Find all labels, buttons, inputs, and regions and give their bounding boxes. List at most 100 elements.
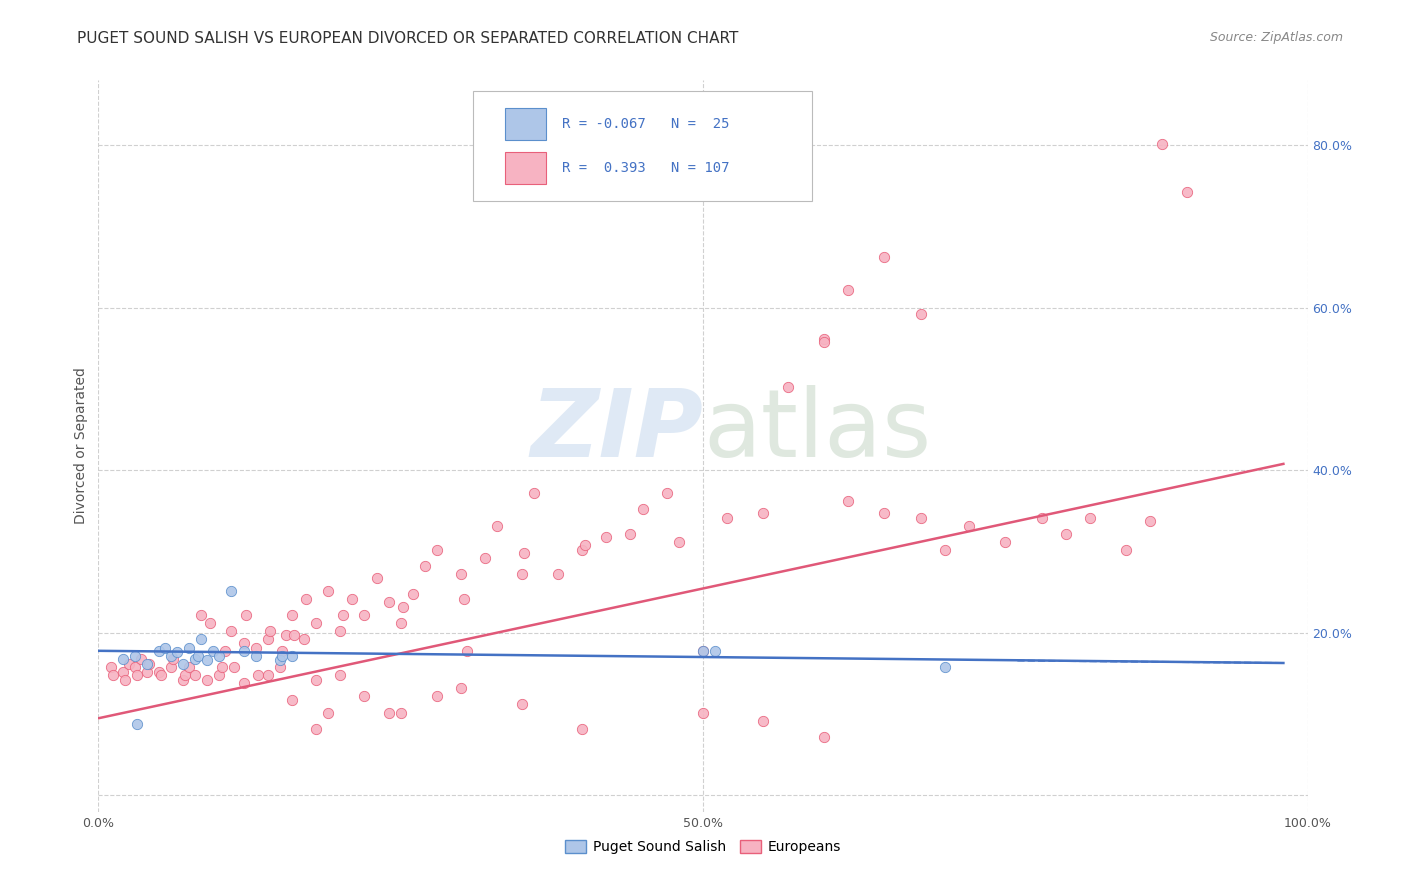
Point xyxy=(271,644,294,658)
Point xyxy=(232,676,254,690)
Point xyxy=(752,506,775,520)
Point xyxy=(208,668,231,682)
Point xyxy=(150,668,173,682)
Point xyxy=(232,644,254,658)
Point xyxy=(342,591,364,606)
Point xyxy=(190,632,212,647)
Point xyxy=(332,608,354,623)
Point xyxy=(450,567,472,582)
Point xyxy=(281,608,304,623)
Point xyxy=(100,660,122,674)
Point xyxy=(1139,514,1161,528)
Text: ZIP: ZIP xyxy=(530,385,703,477)
Point xyxy=(474,551,496,566)
Point xyxy=(256,668,278,682)
Point xyxy=(271,648,294,663)
Point xyxy=(187,648,209,663)
Point xyxy=(873,251,896,265)
Point xyxy=(281,692,304,706)
Point xyxy=(195,653,218,667)
Point xyxy=(111,652,134,666)
Text: atlas: atlas xyxy=(703,385,931,477)
Point xyxy=(174,668,197,682)
Point xyxy=(392,599,415,614)
Text: Source: ZipAtlas.com: Source: ZipAtlas.com xyxy=(1209,31,1343,45)
Point xyxy=(631,502,654,516)
Point xyxy=(184,652,207,666)
Point xyxy=(486,518,509,533)
Point xyxy=(124,660,146,674)
FancyBboxPatch shape xyxy=(505,152,546,184)
Point xyxy=(668,535,690,549)
Point xyxy=(453,591,475,606)
Point xyxy=(138,657,160,671)
Point xyxy=(256,632,278,647)
FancyBboxPatch shape xyxy=(474,91,811,201)
Point xyxy=(426,690,449,704)
Point xyxy=(450,681,472,696)
Point xyxy=(1031,510,1053,524)
Point xyxy=(571,543,593,558)
Point xyxy=(595,530,617,544)
Point xyxy=(1078,510,1101,524)
Point xyxy=(329,668,352,682)
Point xyxy=(704,644,727,658)
Point xyxy=(281,648,304,663)
Point xyxy=(148,644,170,658)
Point xyxy=(1054,526,1077,541)
Point xyxy=(305,616,328,631)
Point xyxy=(160,648,183,663)
Point xyxy=(456,644,478,658)
Point xyxy=(235,608,257,623)
Point xyxy=(305,722,328,736)
Point xyxy=(1115,543,1137,558)
Point xyxy=(292,632,315,647)
Point xyxy=(813,730,835,744)
Point xyxy=(413,559,436,574)
Text: PUGET SOUND SALISH VS EUROPEAN DIVORCED OR SEPARATED CORRELATION CHART: PUGET SOUND SALISH VS EUROPEAN DIVORCED … xyxy=(77,31,738,46)
Point xyxy=(389,616,412,631)
Point xyxy=(316,583,339,598)
Point xyxy=(179,660,201,674)
Point xyxy=(366,571,388,585)
Text: R =  0.393   N = 107: R = 0.393 N = 107 xyxy=(561,161,730,175)
Point xyxy=(813,334,835,349)
Point xyxy=(127,668,149,682)
Point xyxy=(813,332,835,346)
Point xyxy=(274,627,297,641)
Point xyxy=(172,657,194,671)
Point xyxy=(1152,136,1174,151)
Point xyxy=(172,673,194,687)
Point xyxy=(1175,186,1198,200)
Point xyxy=(295,591,318,606)
Point xyxy=(776,380,799,394)
Point xyxy=(269,660,291,674)
Point xyxy=(114,673,136,687)
Point xyxy=(166,645,188,659)
Point xyxy=(619,526,641,541)
Point xyxy=(837,283,859,297)
Point xyxy=(692,706,714,720)
Point xyxy=(101,668,124,682)
Point xyxy=(873,506,896,520)
Point xyxy=(510,698,533,712)
Point xyxy=(245,648,267,663)
Text: R = -0.067   N =  25: R = -0.067 N = 25 xyxy=(561,117,730,131)
Point xyxy=(129,652,152,666)
Point xyxy=(221,583,243,598)
Point xyxy=(190,608,212,623)
Point xyxy=(247,668,270,682)
Point xyxy=(571,722,593,736)
Point xyxy=(259,624,281,639)
Point xyxy=(402,587,425,601)
Point xyxy=(510,567,533,582)
Point xyxy=(127,717,149,731)
Point xyxy=(329,624,352,639)
Point xyxy=(957,518,980,533)
Point xyxy=(353,690,375,704)
Point xyxy=(353,608,375,623)
Point xyxy=(934,660,956,674)
Point xyxy=(179,640,201,655)
Point xyxy=(692,644,714,658)
Point xyxy=(283,627,305,641)
